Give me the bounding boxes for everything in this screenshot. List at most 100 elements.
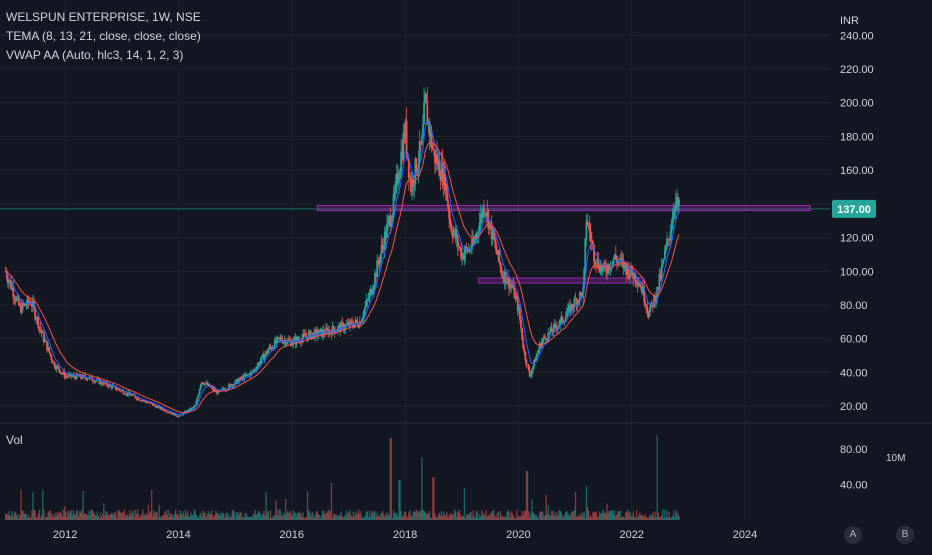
candle-body	[123, 393, 126, 395]
auto-scale-button[interactable]: A	[844, 526, 862, 544]
candle-body	[638, 284, 641, 287]
volume-bar	[178, 516, 180, 520]
volume-bar	[335, 514, 337, 520]
candle-body	[345, 324, 348, 325]
symbol-title[interactable]: WELSPUN ENTERPRISE, 1W, NSE	[6, 10, 201, 24]
candle-body	[52, 362, 55, 364]
candle-body	[469, 249, 472, 251]
volume-bar	[111, 513, 114, 520]
volume-bar	[236, 512, 238, 520]
volume-bar	[672, 510, 675, 520]
volume-bar	[590, 515, 592, 520]
volume-bar	[540, 511, 542, 520]
volume-bar	[530, 512, 532, 520]
volume-bar	[13, 513, 16, 520]
volume-bar	[49, 510, 52, 520]
candle-body	[303, 333, 306, 335]
candle-body	[502, 275, 505, 282]
volume-bar	[642, 515, 644, 520]
candle-body	[390, 222, 393, 227]
volume-bar	[662, 509, 664, 520]
volume-bar	[648, 514, 651, 520]
volume-bar	[305, 517, 308, 520]
candle-body	[671, 217, 674, 230]
candle-body	[561, 316, 564, 323]
volume-bar	[169, 513, 171, 520]
candle-body	[532, 366, 534, 371]
volume-bar	[97, 515, 99, 520]
candle-body	[359, 321, 362, 324]
volume-bar	[32, 492, 34, 520]
volume-bar	[523, 511, 525, 520]
volume-bar	[622, 516, 625, 520]
volume-bar	[36, 516, 38, 520]
candle-body	[665, 246, 667, 251]
candle-body	[41, 332, 44, 334]
volume-bar	[44, 518, 46, 520]
candle-body	[310, 334, 313, 340]
volume-bar	[64, 511, 67, 520]
candle-body	[560, 316, 563, 320]
volume-bar	[63, 506, 66, 520]
candle-body	[64, 375, 67, 378]
volume-bar	[216, 512, 218, 520]
candle-body	[137, 397, 140, 400]
volume-bar	[463, 487, 466, 520]
vwap-indicator-label[interactable]: VWAP AA (Auto, hlc3, 14, 1, 2, 3)	[6, 48, 184, 62]
volume-bar	[334, 514, 336, 520]
candle-body	[535, 356, 538, 363]
tema-indicator-label[interactable]: TEMA (8, 13, 21, close, close, close)	[6, 29, 201, 43]
candle-body	[230, 384, 233, 387]
volume-bar	[361, 517, 363, 520]
volume-bar	[262, 513, 264, 520]
candle-body	[571, 304, 574, 309]
candle-body	[498, 250, 501, 263]
candle-body	[578, 292, 581, 302]
candle-body	[143, 400, 145, 402]
candle-body	[25, 305, 28, 307]
volume-bar	[464, 518, 467, 520]
candle-body	[477, 233, 480, 234]
volume-bar	[145, 513, 147, 520]
volume-bar	[391, 517, 394, 520]
candle-body	[138, 399, 141, 401]
volume-bar	[453, 509, 456, 520]
volume-bar	[660, 515, 663, 520]
candle-body	[451, 231, 454, 237]
price-tick-label: 80.00	[840, 300, 868, 312]
volume-unit-label: 10M	[886, 453, 905, 464]
candle-body	[74, 376, 77, 380]
candle-body	[136, 397, 139, 400]
volume-bar	[473, 517, 475, 520]
volume-bar	[14, 511, 17, 520]
volume-bar	[60, 512, 62, 520]
volume-bar	[634, 517, 637, 520]
candle-body	[459, 247, 461, 248]
time-tick-label: 2022	[619, 529, 643, 541]
candle-body	[398, 178, 400, 184]
candle-body	[590, 240, 593, 242]
volume-bar	[422, 509, 424, 520]
volume-bar	[446, 512, 448, 520]
volume-bar	[452, 513, 455, 520]
candle-body	[364, 306, 367, 311]
log-scale-button[interactable]: B	[896, 526, 914, 544]
volume-bar	[172, 517, 175, 520]
volume-bar	[579, 516, 581, 520]
candle-body	[47, 346, 50, 351]
candle-body	[472, 238, 474, 245]
candle-body	[234, 380, 237, 384]
volume-bar	[436, 516, 438, 520]
candle-body	[572, 307, 575, 309]
candle-body	[87, 378, 90, 380]
volume-bar	[288, 513, 290, 520]
volume-bar	[428, 511, 431, 520]
volume-bar	[146, 514, 149, 520]
candle-body	[155, 405, 157, 408]
candle-body	[40, 329, 43, 334]
volume-bar	[367, 516, 370, 520]
volume-label[interactable]: Vol	[6, 433, 23, 447]
candle-body	[328, 330, 331, 335]
